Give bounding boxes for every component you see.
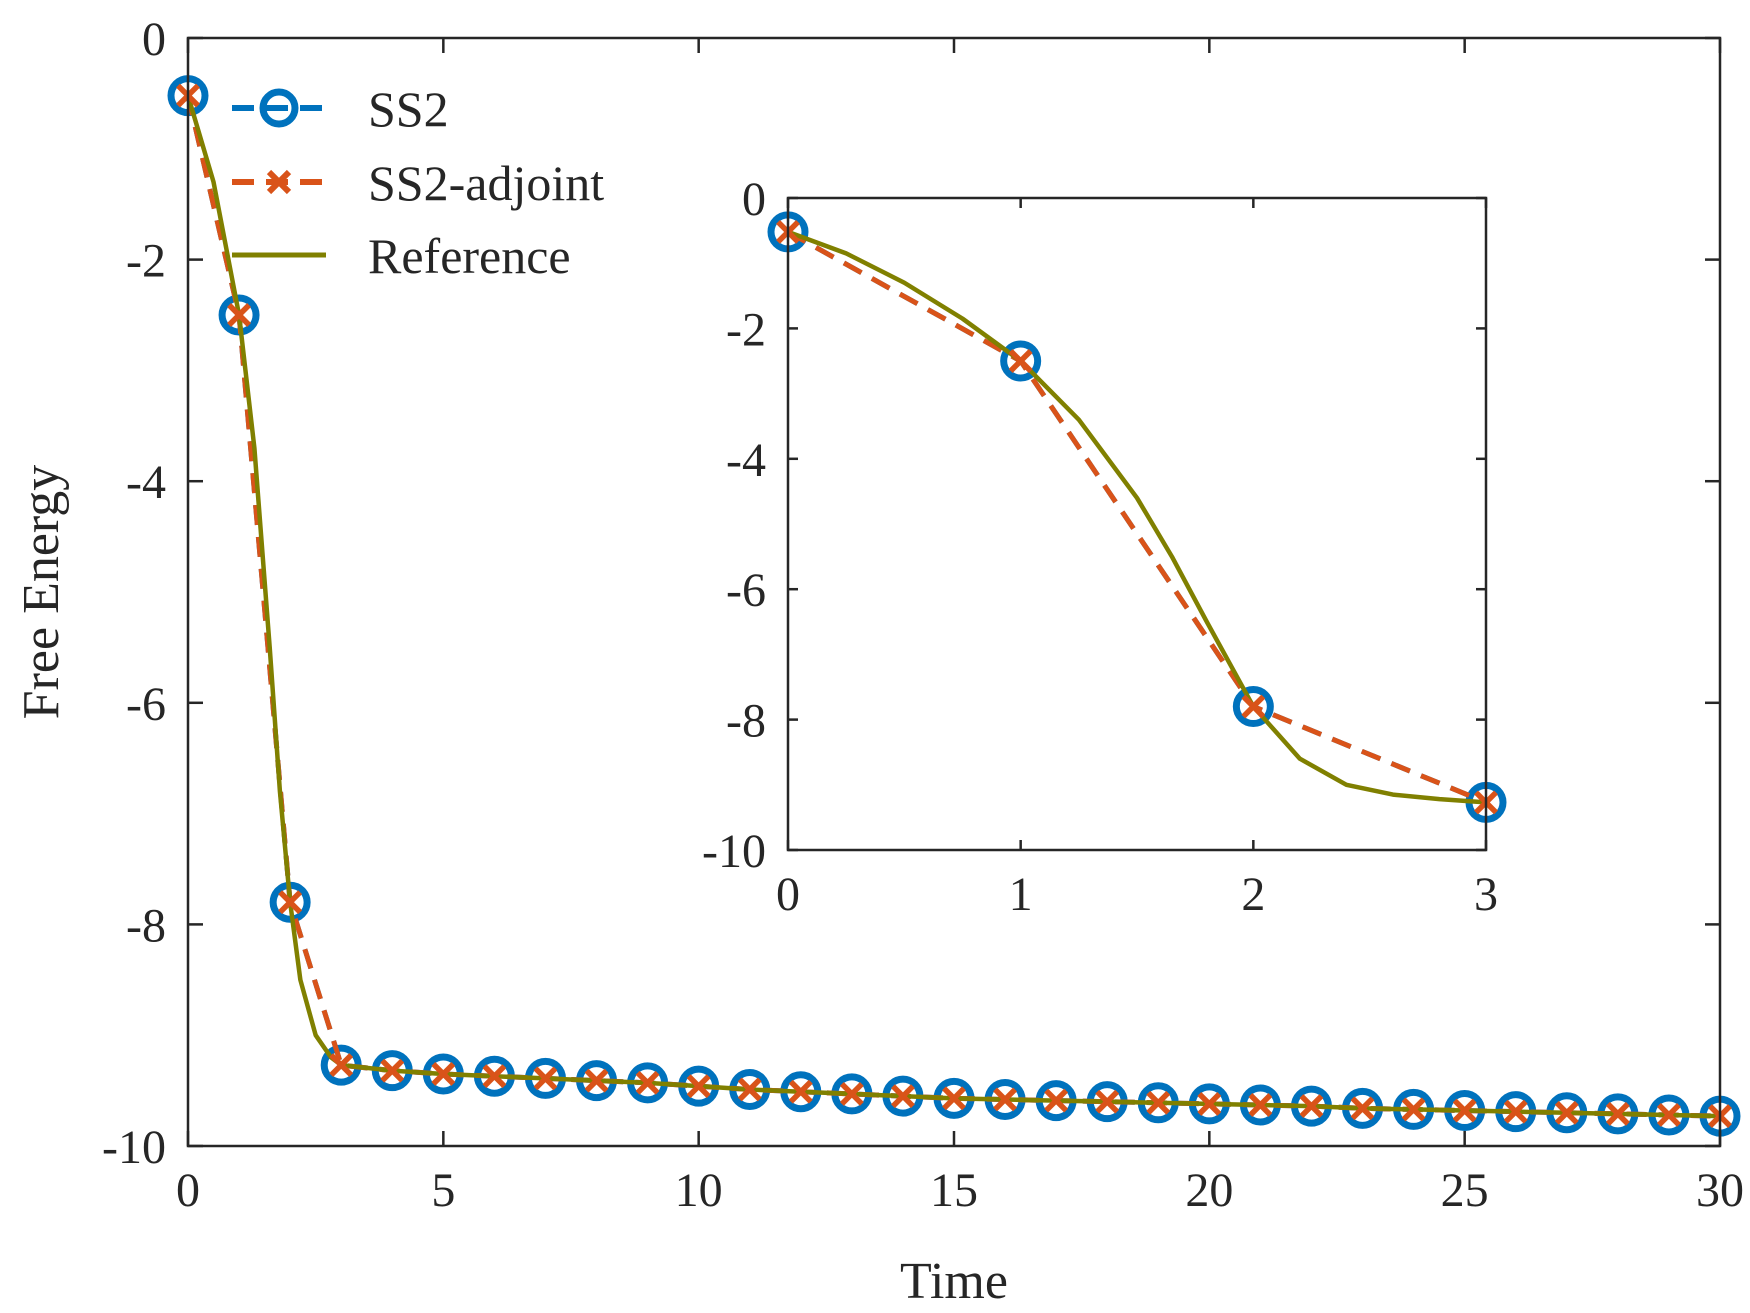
main-ss2-adjoint-point: [890, 1084, 915, 1109]
main-ss2-adjoint-point: [1299, 1094, 1324, 1119]
main-x-tick-label: 30: [1696, 1164, 1744, 1217]
main-ss2-adjoint-point: [635, 1070, 660, 1095]
main-ss2-adjoint-point: [431, 1062, 456, 1086]
main-x-axis-label: Time: [900, 1253, 1008, 1310]
legend-marker-ss2: [259, 88, 299, 128]
inset-reference-line: [787, 229, 1487, 805]
main-series-layer: [167, 75, 1741, 1137]
main-ss2-adjoint-point: [1452, 1098, 1477, 1123]
main-x-tick-label: 5: [431, 1164, 455, 1217]
inset-ss2-adjoint-line: [786, 229, 1487, 805]
inset-ss2-point: [1000, 340, 1042, 382]
inset-x-tick-label: 3: [1474, 868, 1498, 921]
inset-y-tick-label: -8: [726, 695, 766, 748]
inset-y-tick-label: -4: [726, 434, 766, 487]
inset-background: [788, 198, 1486, 850]
main-ss2-adjoint-point: [1044, 1088, 1069, 1113]
legend-label-reference: Reference: [368, 228, 571, 284]
legend-entry-ss2: SS2: [232, 81, 449, 137]
main-x-tick-label: 0: [176, 1164, 200, 1217]
main-x-tick-label: 15: [930, 1164, 978, 1217]
inset-series-layer: [767, 211, 1507, 823]
main-ss2-adjoint-point: [227, 303, 252, 327]
inset-x-tick-label: 1: [1009, 868, 1033, 921]
main-ss2-adjoint-point: [1605, 1101, 1630, 1126]
main-ss2-adjoint-point: [1248, 1093, 1273, 1117]
main-ss2-adjoint-point: [1401, 1097, 1426, 1122]
main-ss2-adjoint-point: [737, 1077, 762, 1102]
main-ss2-adjoint-point: [1197, 1091, 1222, 1116]
main-ss2-adjoint-point: [278, 890, 303, 915]
main-y-tick-label: -2: [126, 235, 166, 288]
inset-y-tick-label: -6: [726, 564, 766, 617]
inset-ss2-adjoint-point: [1008, 349, 1033, 373]
main-ss2-adjoint-point: [1146, 1090, 1171, 1115]
inset-ticks: 0 1 2 3 0 -2 -4 -6 -8 -10: [702, 173, 1498, 921]
main-reference-line: [185, 94, 1721, 1119]
main-ss2-adjoint-point: [788, 1079, 813, 1104]
inset-axes-box: [786, 196, 1488, 852]
inset-ss2-point: [1232, 686, 1274, 728]
inset-plot: 0 1 2 3 0 -2 -4 -6 -8 -10: [702, 173, 1507, 921]
main-x-tick-label: 10: [675, 1164, 723, 1217]
main-plot: 0 5 10 15 20 25 300-2-4-6-8-10 Time Free Energ…: [13, 13, 1744, 1310]
inset-x-tick-label: 0: [776, 868, 800, 921]
legend-marker-ss2-adjoint: [266, 169, 292, 195]
main-y-tick-label: -6: [126, 678, 166, 731]
main-ss2-adjoint-point: [533, 1066, 558, 1091]
legend-entry-reference: Reference: [232, 228, 571, 284]
inset-y-tick-label: -10: [702, 825, 766, 878]
main-ss2-adjoint-point: [942, 1086, 966, 1111]
main-ss2-adjoint-point: [329, 1053, 354, 1078]
main-ticks: 0 5 10 15 20 25 300-2-4-6-8-10: [102, 13, 1744, 1217]
main-x-tick-label: 25: [1441, 1164, 1489, 1217]
main-ss2-adjoint-point: [1350, 1096, 1375, 1121]
inset-x-tick-label: 2: [1241, 868, 1265, 921]
main-y-tick-label: -8: [126, 899, 166, 952]
main-ss2-adjoint-point: [1656, 1103, 1681, 1127]
main-y-tick-label: -4: [126, 456, 166, 509]
main-ss2-adjoint-point: [1503, 1099, 1528, 1124]
legend-entry-ss2-adjoint: SS2-adjoint: [232, 155, 604, 211]
main-ss2-adjoint-point: [1095, 1089, 1120, 1114]
main-ss2-adjoint-point: [482, 1064, 507, 1089]
main-ss2-adjoint-point: [839, 1081, 864, 1106]
main-y-tick-label: 0: [142, 13, 166, 66]
main-y-axis-label: Free Energy: [13, 465, 70, 720]
main-ss2-adjoint-point: [1554, 1100, 1579, 1125]
main-ss2-adjoint-point: [686, 1074, 711, 1099]
legend-label-ss2-adjoint: SS2-adjoint: [368, 155, 604, 211]
legend: SS2 SS2-adjoint Reference: [232, 81, 604, 284]
main-ss2-adjoint-point: [380, 1058, 405, 1083]
main-x-tick-label: 20: [1185, 1164, 1233, 1217]
main-ss2-adjoint-point: [993, 1087, 1018, 1112]
main-ss2-adjoint-point: [584, 1068, 609, 1093]
main-y-tick-label: -10: [102, 1121, 166, 1174]
inset-ss2-adjoint-point: [1241, 694, 1266, 719]
inset-y-tick-label: 0: [742, 173, 766, 226]
inset-y-tick-label: -2: [726, 303, 766, 356]
legend-label-ss2: SS2: [368, 81, 449, 137]
